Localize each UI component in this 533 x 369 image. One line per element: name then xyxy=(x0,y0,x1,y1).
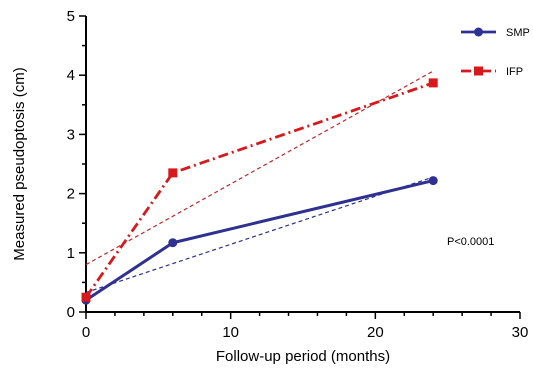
series-line-ifp xyxy=(84,81,434,299)
legend-label-smp: SMP xyxy=(506,27,530,39)
y-axis-title: Measured pseudoptosis (cm) xyxy=(11,67,28,260)
x-axis-title: Follow-up period (months) xyxy=(216,348,390,365)
y-tick-label: 0 xyxy=(67,304,75,321)
x-tick-label: 0 xyxy=(82,324,90,341)
y-tick-label: 5 xyxy=(67,8,75,25)
data-point-ifp xyxy=(428,78,438,88)
p-value-annotation: P<0.0001 xyxy=(447,236,494,248)
y-tick-label: 3 xyxy=(67,126,75,143)
x-tick-label: 10 xyxy=(222,324,239,341)
trend-lines xyxy=(85,70,434,294)
data-point-ifp xyxy=(81,292,91,302)
series-lines xyxy=(81,78,438,305)
y-tick-label: 1 xyxy=(67,245,75,262)
axes: 0 1 2 3 4 5 0 10 20 30 xyxy=(67,8,529,341)
y-tick-label: 4 xyxy=(67,67,75,84)
x-tick-label: 30 xyxy=(512,324,529,341)
data-point-smp xyxy=(168,238,178,248)
legend-marker-ifp xyxy=(474,66,483,76)
data-point-ifp xyxy=(168,168,178,178)
legend: SMP IFP xyxy=(461,27,530,78)
y-tick-label: 2 xyxy=(67,186,75,203)
trend-line-ifp xyxy=(85,70,434,266)
legend-label-ifp: IFP xyxy=(506,66,523,78)
series-line-smp xyxy=(85,179,434,302)
data-point-smp xyxy=(428,176,438,186)
legend-marker-smp xyxy=(474,27,483,37)
x-tick-label: 20 xyxy=(367,324,384,341)
trend-line-smp xyxy=(85,176,434,294)
